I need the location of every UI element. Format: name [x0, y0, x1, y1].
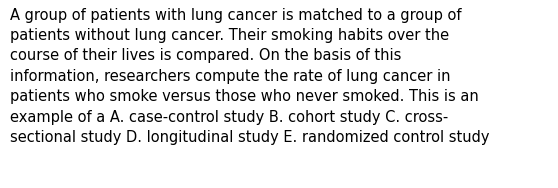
- Text: A group of patients with lung cancer is matched to a group of
patients without l: A group of patients with lung cancer is …: [10, 8, 489, 145]
